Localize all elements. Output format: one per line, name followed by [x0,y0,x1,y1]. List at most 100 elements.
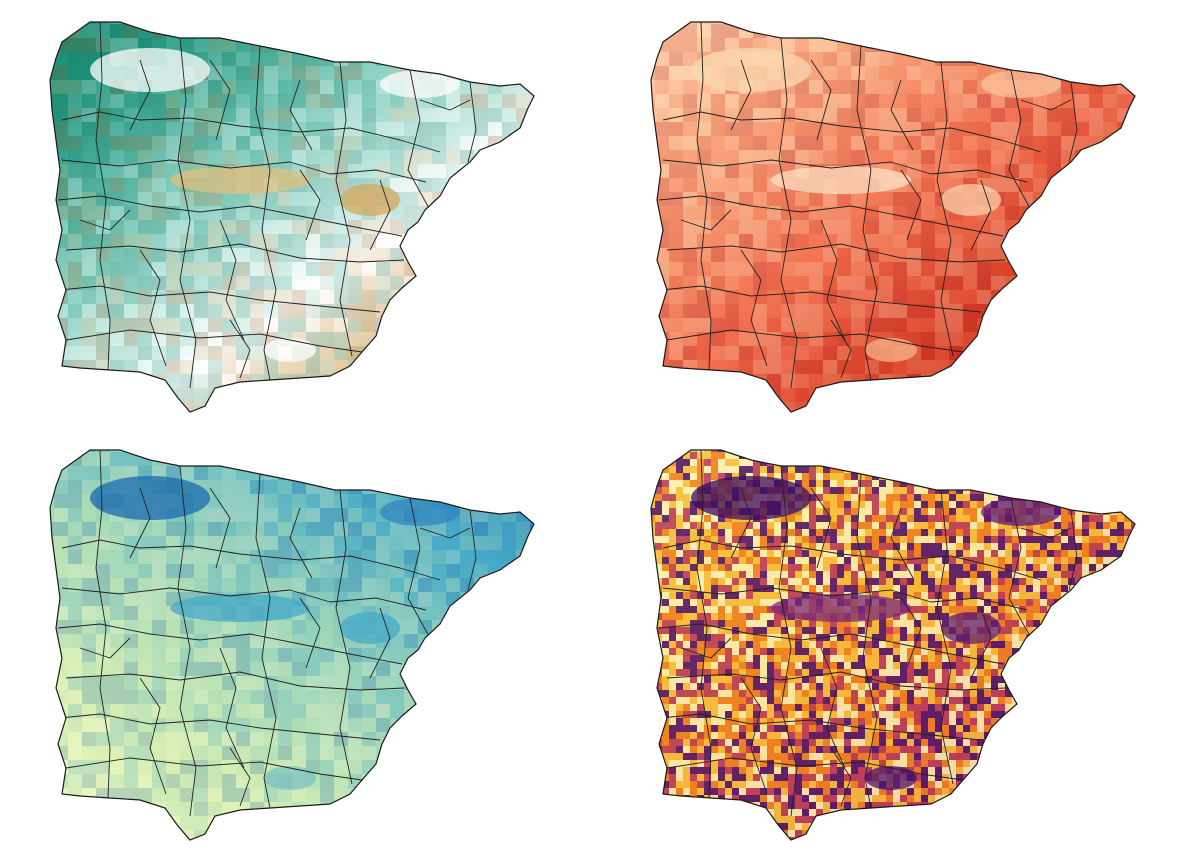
raster-cell [292,844,306,856]
raster-cell [956,508,963,515]
raster-cell [334,830,348,840]
raster-cell [753,564,760,571]
raster-cell [690,501,697,508]
raster-cell [96,402,110,412]
raster-cell [110,690,124,704]
raster-cell [1138,515,1145,522]
raster-cell [1047,318,1061,332]
raster-cell [907,543,914,550]
raster-cell [1033,487,1040,494]
raster-cell [390,402,404,412]
raster-cell [767,234,781,248]
raster-cell [865,487,872,494]
raster-cell [236,690,250,704]
raster-cell [432,24,446,38]
raster-cell [544,290,558,304]
raster-cell [1005,360,1019,374]
raster-cell [977,522,984,529]
raster-cell [809,388,823,402]
raster-cell [753,388,767,402]
raster-cell [124,206,138,220]
raster-cell [180,648,194,662]
raster-cell [1131,136,1135,150]
raster-cell [669,164,683,178]
raster-cell [194,108,208,122]
raster-cell [711,304,725,318]
raster-cell [1117,473,1124,480]
raster-cell [795,473,802,480]
raster-cell [1061,150,1075,164]
raster-cell [460,318,474,332]
raster-cell [662,501,669,508]
raster-feature [941,184,1001,216]
raster-cell [82,676,96,690]
raster-cell [152,564,166,578]
raster-cell [418,536,432,550]
raster-cell [655,94,669,108]
raster-cell [907,487,914,494]
raster-cell [110,788,124,802]
raster-cell [865,529,872,536]
raster-cell [991,276,1005,290]
raster-cell [844,578,851,585]
raster-cell [662,529,669,536]
raster-cell [404,332,418,346]
precipitation-map-panel [0,428,601,856]
raster-cell [991,466,998,473]
raster-cell [655,452,662,459]
raster-cell [921,452,928,459]
raster-cell [68,450,82,452]
raster-cell [348,108,362,122]
raster-cell [1117,466,1124,473]
raster-cell [830,571,837,578]
raster-cell [460,760,474,774]
raster-cell [676,578,683,585]
raster-cell [166,802,180,816]
raster-cell [152,676,166,690]
raster-cell [348,508,362,522]
raster-cell [655,466,662,473]
raster-cell [460,830,474,840]
raster-cell [1117,52,1131,66]
raster-cell [963,346,977,360]
raster-cell [390,24,404,38]
raster-cell [767,108,781,122]
raster-cell [1054,438,1061,445]
raster-cell [830,494,837,501]
raster-cell [1145,234,1159,248]
raster-cell [236,564,250,578]
raster-cell [711,220,725,234]
raster-cell [977,536,984,543]
raster-cell [900,543,907,550]
raster-cell [320,178,334,192]
raster-cell [194,536,208,550]
raster-cell [516,774,530,788]
raster-cell [851,508,858,515]
raster-cell [907,374,921,388]
raster-cell [711,276,725,290]
raster-cell [432,746,446,760]
raster-cell [306,38,320,52]
raster-cell [942,501,949,508]
raster-cell [816,522,823,529]
raster-cell [264,52,278,66]
raster-cell [460,24,474,38]
raster-cell [809,536,816,543]
raster-cell [82,830,96,840]
raster-cell [250,732,264,746]
raster-cell [851,450,858,452]
raster-cell [1138,452,1145,459]
raster-cell [1117,24,1131,38]
raster-cell [320,136,334,150]
raster-cell [82,816,96,830]
raster-cell [1005,192,1019,206]
raster-cell [152,452,166,466]
raster-cell [942,480,949,487]
raster-cell [998,494,1005,501]
raster-cell [264,494,278,508]
raster-cell [1005,438,1012,445]
raster-cell [991,38,1005,52]
raster-cell [991,480,998,487]
raster-cell [809,529,816,536]
raster-cell [544,452,558,466]
